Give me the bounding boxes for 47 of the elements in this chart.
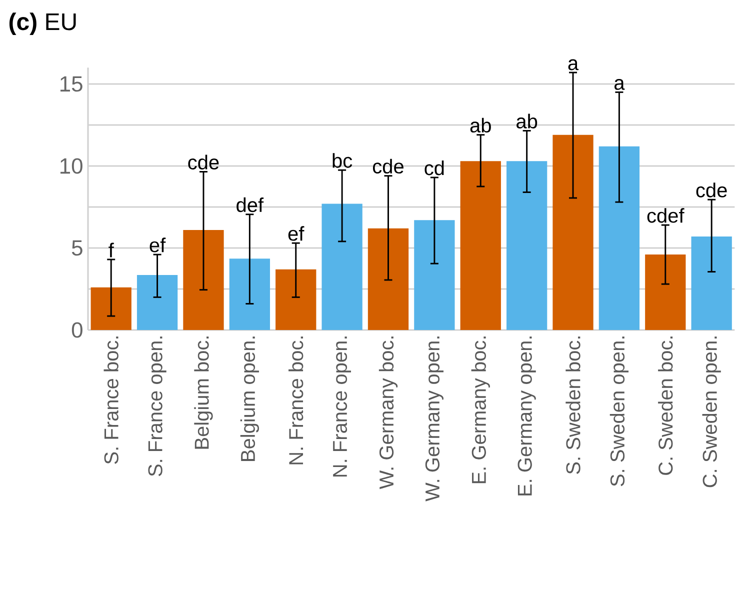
x-tick-label: S. France boc. [104,336,118,464]
bar [136,275,178,330]
y-tick-label: 10 [60,158,82,174]
bar [460,161,501,330]
bar [90,287,132,330]
bar [506,161,548,330]
x-tick-label: E. Germany boc. [471,336,490,484]
annotation: bc [332,153,352,168]
x-tick-label: N. France open. [333,336,351,476]
annotation: cde [188,154,219,170]
annotation: ab [470,118,491,133]
annotation: ef [288,226,304,241]
x-tick-label: E. Germany open. [518,336,536,496]
x-tick-label: Belgium open. [240,336,259,461]
annotation: cde [372,158,404,174]
x-tick-label: C. Sweden boc. [658,336,673,475]
chart-title: (c) EU [9,12,76,35]
x-tick-label: N. France boc. [288,336,304,464]
y-tick-label: 0 [72,322,82,338]
annotation: cde [696,182,727,198]
bar [276,269,316,330]
annotation: cd [424,160,444,176]
bar [229,258,270,330]
y-tick-label: 5 [72,240,82,256]
y-tick-label: 15 [60,76,82,92]
annotation: a [614,78,625,90]
annotation: ef [150,238,166,252]
annotation: ab [516,114,538,128]
bar [183,230,224,330]
x-tick-label: W. Germany open. [425,336,444,502]
annotation: f [108,242,114,258]
bar [598,146,640,330]
bar [552,134,594,330]
annotation: a [568,59,579,70]
bar [368,228,409,330]
bar [322,204,362,330]
bar [645,254,686,330]
x-tick-label: Belgium boc. [194,336,213,449]
x-tick-label: S. Sweden open. [610,336,629,486]
x-tick-label: C. Sweden open. [702,336,721,488]
x-tick-label: W. Germany boc. [378,336,398,490]
bar [691,236,732,330]
x-tick-label: S. Sweden boc. [566,336,580,474]
bar [414,220,455,330]
annotation: def [236,197,264,212]
annotation: cdef [647,208,684,223]
x-tick-label: S. France open. [148,336,166,476]
